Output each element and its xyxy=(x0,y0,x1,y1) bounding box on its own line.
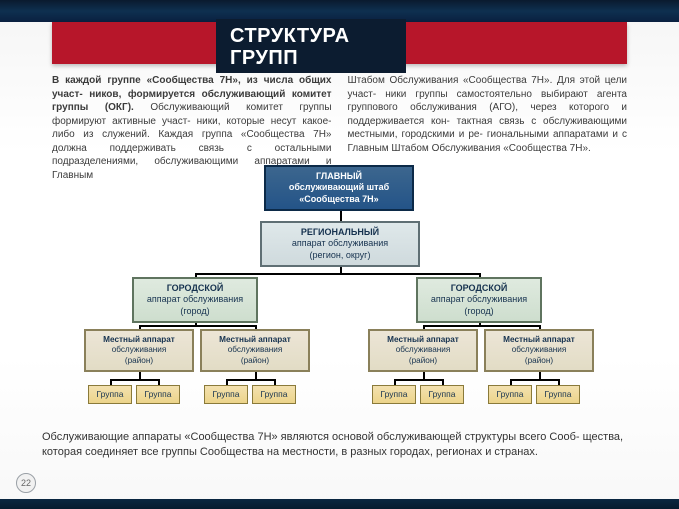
node-group-3: Группа xyxy=(204,385,248,404)
node-regional-line1: РЕГИОНАЛЬНЫЙ xyxy=(266,227,414,238)
node-city-2-line1: ГОРОДСКОЙ xyxy=(422,283,536,294)
bottom-paragraph: Обслуживающие аппараты «Сообщества 7Н» я… xyxy=(42,430,637,460)
node-local-3: Местный аппарат обслуживания (район) xyxy=(368,329,478,372)
page-number-badge: 22 xyxy=(16,473,36,493)
node-local-2-line2: обслуживания xyxy=(228,345,283,354)
node-city-2-line3: (город) xyxy=(464,306,493,316)
node-local-3-line3: (район) xyxy=(409,356,437,365)
connector xyxy=(195,273,479,275)
bottom-edge-band xyxy=(0,499,679,509)
node-group-1: Группа xyxy=(88,385,132,404)
org-chart: ГЛАВНЫЙ обслуживающий штаб «Сообщества 7… xyxy=(52,165,627,415)
node-group-8: Группа xyxy=(536,385,580,404)
node-main-line1: ГЛАВНЫЙ xyxy=(270,171,408,182)
node-local-4-line3: (район) xyxy=(525,356,553,365)
node-local-2-line3: (район) xyxy=(241,356,269,365)
node-group-4: Группа xyxy=(252,385,296,404)
node-city-1-line1: ГОРОДСКОЙ xyxy=(138,283,252,294)
node-local-2-line1: Местный аппарат xyxy=(206,335,304,345)
header-bar: СТРУКТУРА ГРУПП xyxy=(52,22,627,64)
node-local-3-line1: Местный аппарат xyxy=(374,335,472,345)
node-local-4-line1: Местный аппарат xyxy=(490,335,588,345)
node-local-1: Местный аппарат обслуживания (район) xyxy=(84,329,194,372)
connector xyxy=(539,371,541,379)
node-local-1-line3: (район) xyxy=(125,356,153,365)
node-local-1-line2: обслуживания xyxy=(112,345,167,354)
node-group-7: Группа xyxy=(488,385,532,404)
node-main-line3: «Сообщества 7Н» xyxy=(299,194,378,204)
node-city-2: ГОРОДСКОЙ аппарат обслуживания (город) xyxy=(416,277,542,323)
connector xyxy=(394,379,442,381)
connector xyxy=(139,371,141,379)
connector xyxy=(423,371,425,379)
connector xyxy=(139,325,255,327)
node-city-1: ГОРОДСКОЙ аппарат обслуживания (город) xyxy=(132,277,258,323)
connector xyxy=(226,379,274,381)
node-main: ГЛАВНЫЙ обслуживающий штаб «Сообщества 7… xyxy=(264,165,414,211)
node-city-1-line3: (город) xyxy=(180,306,209,316)
node-local-2: Местный аппарат обслуживания (район) xyxy=(200,329,310,372)
connector xyxy=(510,379,558,381)
node-local-4: Местный аппарат обслуживания (район) xyxy=(484,329,594,372)
node-regional-line3: (регион, округ) xyxy=(310,250,371,260)
node-local-1-line1: Местный аппарат xyxy=(90,335,188,345)
node-regional-line2: аппарат обслуживания xyxy=(292,238,388,248)
node-main-line2: обслуживающий штаб xyxy=(289,182,389,192)
connector xyxy=(110,379,158,381)
slide-page: СТРУКТУРА ГРУПП В каждой группе «Сообщес… xyxy=(0,0,679,509)
node-group-6: Группа xyxy=(420,385,464,404)
node-local-3-line2: обслуживания xyxy=(396,345,451,354)
connector xyxy=(423,325,539,327)
node-city-2-line2: аппарат обслуживания xyxy=(431,294,527,304)
node-group-2: Группа xyxy=(136,385,180,404)
node-city-1-line2: аппарат обслуживания xyxy=(147,294,243,304)
node-group-5: Группа xyxy=(372,385,416,404)
slide-title: СТРУКТУРА ГРУПП xyxy=(216,19,406,73)
node-regional: РЕГИОНАЛЬНЫЙ аппарат обслуживания (регио… xyxy=(260,221,420,267)
node-local-4-line2: обслуживания xyxy=(512,345,567,354)
connector xyxy=(255,371,257,379)
